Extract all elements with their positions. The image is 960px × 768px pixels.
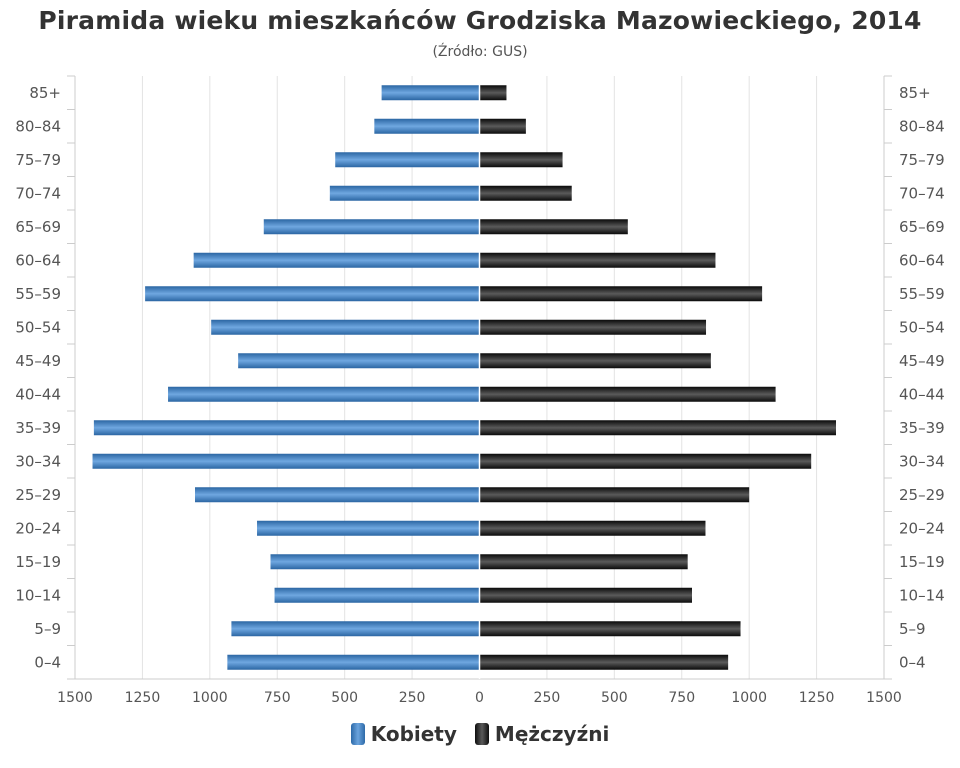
category-label-right: 50–54 — [899, 318, 945, 336]
bar-men-11[interactable] — [479, 453, 812, 469]
x-tick-label: 1250 — [125, 690, 161, 706]
category-label-right: 5–9 — [899, 620, 926, 638]
x-tick-label: 1000 — [731, 690, 767, 706]
x-tick-label: 1250 — [799, 690, 835, 706]
chart-legend: Kobiety Mężczyźni — [0, 722, 960, 746]
category-label-right: 80–84 — [899, 117, 945, 135]
x-tick-label: 0 — [475, 690, 484, 706]
bar-women-4[interactable] — [263, 219, 480, 235]
x-tick-label: 750 — [264, 690, 291, 706]
category-label-left: 45–49 — [15, 352, 61, 370]
bar-men-4[interactable] — [479, 219, 628, 235]
tick-labels: 85+ 85+ 80–84 80–84 75–79 75–79 70–74 70–74 65–6… — [15, 84, 944, 706]
category-label-right: 75–79 — [899, 151, 945, 169]
category-label-left: 10–14 — [15, 586, 61, 604]
bar-women-5[interactable] — [193, 252, 480, 268]
category-label-left: 80–84 — [15, 117, 61, 135]
bar-women-3[interactable] — [329, 185, 480, 201]
bar-men-16[interactable] — [479, 621, 741, 637]
bar-men-15[interactable] — [479, 587, 692, 603]
bar-women-14[interactable] — [270, 554, 480, 570]
bar-men-10[interactable] — [479, 420, 836, 436]
category-label-right: 70–74 — [899, 184, 945, 202]
category-label-right: 65–69 — [899, 218, 945, 236]
category-label-right: 15–19 — [899, 553, 945, 571]
category-label-left: 35–39 — [15, 419, 61, 437]
category-label-left: 0–4 — [34, 653, 61, 671]
bar-women-17[interactable] — [227, 654, 480, 670]
bar-men-1[interactable] — [479, 118, 526, 134]
category-label-left: 65–69 — [15, 218, 61, 236]
category-label-right: 10–14 — [899, 586, 945, 604]
chart-title: Piramida wieku mieszkańców Grodziska Maz… — [38, 6, 922, 35]
bar-women-8[interactable] — [238, 353, 480, 369]
category-label-right: 55–59 — [899, 285, 945, 303]
legend-item-women[interactable]: Kobiety — [350, 722, 457, 746]
bar-women-9[interactable] — [168, 386, 480, 402]
bar-women-12[interactable] — [195, 487, 480, 503]
category-label-right: 25–29 — [899, 486, 945, 504]
bar-men-7[interactable] — [479, 319, 707, 335]
legend-label-men: Mężczyźni — [494, 722, 610, 746]
category-label-left: 30–34 — [15, 452, 61, 470]
bar-women-15[interactable] — [274, 587, 480, 603]
x-tick-label: 250 — [399, 690, 426, 706]
bar-men-8[interactable] — [479, 353, 711, 369]
category-label-right: 35–39 — [899, 419, 945, 437]
category-label-left: 60–64 — [15, 251, 61, 269]
legend-swatch-men — [474, 723, 489, 745]
bar-men-14[interactable] — [479, 554, 688, 570]
bar-women-6[interactable] — [145, 286, 480, 302]
x-tick-label: 750 — [668, 690, 695, 706]
bar-women-7[interactable] — [211, 319, 480, 335]
category-label-left: 40–44 — [15, 385, 61, 403]
legend-item-men[interactable]: Mężczyźni — [474, 722, 610, 746]
bar-men-13[interactable] — [479, 520, 706, 536]
x-tick-label: 500 — [331, 690, 358, 706]
category-label-left: 70–74 — [15, 184, 61, 202]
category-label-right: 85+ — [899, 84, 931, 102]
legend-label-women: Kobiety — [370, 722, 457, 746]
bar-men-0[interactable] — [479, 85, 507, 101]
bar-men-2[interactable] — [479, 152, 563, 168]
x-tick-label: 1500 — [57, 690, 93, 706]
category-label-right: 60–64 — [899, 251, 945, 269]
category-label-right: 20–24 — [899, 519, 945, 537]
category-label-right: 40–44 — [899, 385, 945, 403]
bar-women-11[interactable] — [92, 453, 480, 469]
bar-women-16[interactable] — [231, 621, 480, 637]
category-label-left: 20–24 — [15, 519, 61, 537]
bar-women-13[interactable] — [257, 520, 480, 536]
category-label-left: 75–79 — [15, 151, 61, 169]
bar-men-17[interactable] — [479, 654, 729, 670]
bar-men-6[interactable] — [479, 286, 763, 302]
x-tick-label: 1500 — [866, 690, 902, 706]
bar-men-12[interactable] — [479, 487, 750, 503]
x-tick-label: 1000 — [192, 690, 228, 706]
category-label-left: 55–59 — [15, 285, 61, 303]
bar-men-5[interactable] — [479, 252, 716, 268]
bar-men-9[interactable] — [479, 386, 776, 402]
category-label-left: 15–19 — [15, 553, 61, 571]
legend-swatch-women — [350, 723, 365, 745]
category-label-left: 85+ — [29, 84, 61, 102]
x-tick-label: 250 — [534, 690, 561, 706]
category-label-right: 0–4 — [899, 653, 926, 671]
category-label-right: 45–49 — [899, 352, 945, 370]
bar-women-1[interactable] — [374, 118, 480, 134]
category-label-right: 30–34 — [899, 452, 945, 470]
category-label-left: 25–29 — [15, 486, 61, 504]
bar-women-2[interactable] — [335, 152, 480, 168]
x-tick-label: 500 — [601, 690, 628, 706]
bar-men-3[interactable] — [479, 185, 572, 201]
category-label-left: 50–54 — [15, 318, 61, 336]
chart-subtitle: (Źródło: GUS) — [432, 44, 528, 60]
bar-women-10[interactable] — [93, 420, 480, 436]
bars — [92, 76, 836, 679]
category-label-left: 5–9 — [34, 620, 61, 638]
bar-women-0[interactable] — [381, 85, 480, 101]
